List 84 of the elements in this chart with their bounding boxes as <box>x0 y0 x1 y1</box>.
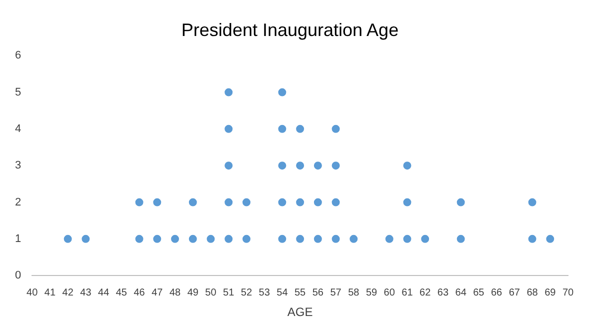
point <box>385 234 394 243</box>
x-tick-label: 48 <box>169 287 182 298</box>
point <box>135 198 144 206</box>
point <box>350 234 358 243</box>
y-tick-label: 0 <box>14 270 22 282</box>
x-tick-label: 58 <box>348 287 360 298</box>
x-tick-label: 64 <box>455 287 467 298</box>
x-tick-label: 59 <box>366 287 378 298</box>
x-tick-label: 43 <box>80 287 92 298</box>
point <box>314 234 322 243</box>
x-tick-label: 50 <box>205 287 217 298</box>
point <box>82 234 90 243</box>
x-tick-label: 57 <box>330 287 342 298</box>
x-tick-label: 47 <box>152 287 164 298</box>
point <box>528 234 536 243</box>
x-tick-label: 66 <box>490 287 503 298</box>
point <box>278 234 286 243</box>
x-tick-label: 60 <box>384 287 396 298</box>
x-tick-label: 54 <box>276 287 288 298</box>
point <box>135 234 144 243</box>
point <box>296 198 304 206</box>
x-tick-label: 63 <box>437 287 449 298</box>
point <box>403 162 412 170</box>
x-axis-title: AGE <box>287 305 313 320</box>
point <box>421 234 430 243</box>
point <box>224 88 233 96</box>
x-tick-label: 45 <box>116 287 128 298</box>
point <box>224 234 233 243</box>
x-tick-label: 62 <box>420 287 432 298</box>
x-tick-label: 42 <box>62 287 74 298</box>
y-tick-label: 5 <box>14 86 22 98</box>
point <box>314 198 322 206</box>
point <box>546 234 554 243</box>
x-tick-label: 40 <box>26 287 38 298</box>
point <box>332 234 340 243</box>
point <box>332 162 340 170</box>
point <box>242 234 250 243</box>
x-tick-label: 49 <box>187 287 199 298</box>
point <box>296 234 304 243</box>
point <box>224 198 233 206</box>
y-tick-label: 6 <box>14 50 22 62</box>
y-tick-label: 3 <box>14 160 22 172</box>
point <box>278 124 286 133</box>
point <box>456 198 465 206</box>
point <box>278 198 286 206</box>
x-tick-label: 41 <box>44 287 56 298</box>
x-tick-label: 44 <box>98 287 110 298</box>
point <box>206 234 215 243</box>
point <box>296 124 304 133</box>
point <box>224 124 233 133</box>
point <box>278 88 286 96</box>
y-tick-label: 1 <box>14 232 22 245</box>
point <box>188 234 197 243</box>
x-tick-label: 65 <box>473 287 485 298</box>
point <box>332 198 340 206</box>
x-tick-label: 55 <box>294 287 306 298</box>
x-tick-label: 46 <box>134 287 146 298</box>
x-tick-label: 67 <box>508 287 520 298</box>
point <box>64 234 72 243</box>
point <box>188 198 197 206</box>
x-tick-label: 61 <box>402 287 414 298</box>
x-tick-label: 70 <box>562 287 574 298</box>
point <box>456 234 465 243</box>
x-tick-label: 68 <box>526 287 538 298</box>
point <box>153 198 162 206</box>
point <box>296 162 304 170</box>
x-tick-label: 53 <box>258 287 270 298</box>
point <box>403 198 412 206</box>
point <box>278 162 286 170</box>
point <box>332 124 340 133</box>
y-tick-label: 2 <box>14 196 22 208</box>
point <box>153 234 162 243</box>
point <box>224 162 233 170</box>
point <box>314 162 322 170</box>
point <box>242 198 250 206</box>
x-tick-label: 69 <box>544 287 556 298</box>
chart-title: President Inauguration Age <box>181 20 399 40</box>
x-tick-label: 52 <box>240 287 252 298</box>
point <box>403 234 412 243</box>
point <box>171 234 180 243</box>
y-tick-label: 4 <box>14 122 22 135</box>
point <box>528 198 536 206</box>
x-tick-label: 56 <box>312 287 324 298</box>
x-tick-label: 51 <box>223 287 235 298</box>
